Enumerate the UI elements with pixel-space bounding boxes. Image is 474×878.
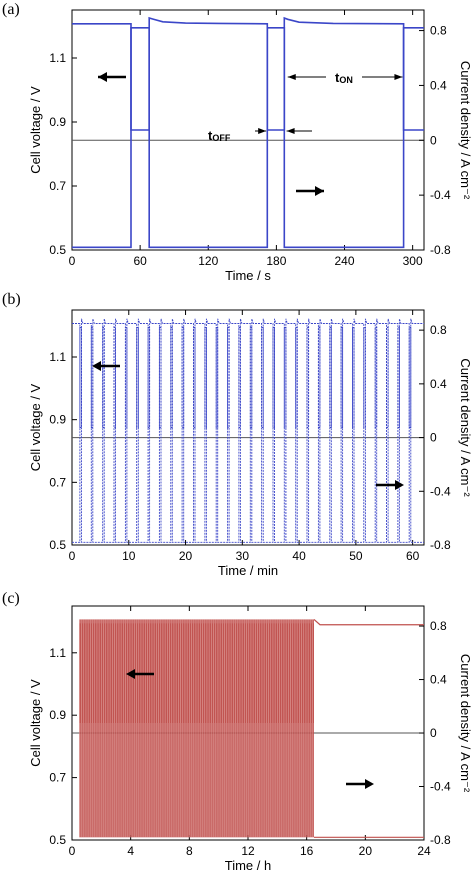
x-tick-label: 12: [241, 844, 255, 858]
panel-label: (c): [2, 590, 20, 607]
panel-c: (c) 0 4 8 12 16 20 24 0.5 0.7 0.9 1.1 -0.8 -0.4 0 0.4 0.…: [2, 590, 473, 873]
y-tick-label-right: 0.8: [430, 323, 447, 337]
y-tick-label-right: -0.4: [430, 780, 451, 794]
y-tick-label-left: 0.5: [49, 833, 66, 847]
y-tick-label-left: 1.1: [49, 646, 66, 660]
voltage-series: [72, 16, 424, 131]
x-tick-label: 60: [133, 254, 147, 268]
plot-frame: [71, 309, 425, 546]
x-tick-label: 0: [69, 549, 76, 563]
toff-main: t: [208, 128, 213, 143]
x-tick-label: 24: [417, 844, 431, 858]
toff-sub: OFF: [212, 133, 230, 143]
y-axis-title-left: Cell voltage / V: [28, 679, 43, 767]
y-tick-label-right: 0.4: [430, 78, 447, 92]
y-tick-label-left: 0.5: [49, 538, 66, 552]
y-tick-label-right: 0: [430, 133, 437, 147]
y-axis-title-left: Cell voltage / V: [28, 383, 43, 471]
y-tick-label-right: 0: [430, 431, 437, 445]
voltage-steady-line: [313, 618, 424, 626]
panel-a: (a) 0 60 120 180 240 300 0.5 0.7 0.9 1.1 -0.8 -0.4 0 0…: [2, 1, 473, 283]
x-tick-label: 120: [198, 254, 218, 268]
x-tick-label: 4: [127, 844, 134, 858]
y-tick-label-left: 0.9: [49, 115, 66, 129]
x-tick-label: 40: [292, 549, 306, 563]
y-tick-label-right: 0.8: [430, 24, 447, 38]
toff-label: tOFF: [208, 128, 231, 143]
x-tick-label: 50: [349, 549, 363, 563]
x-tick-label: 16: [300, 844, 314, 858]
current-series: [72, 327, 424, 543]
voltage-axis-arrow-head: [92, 361, 101, 371]
y-axis-title-left: Cell voltage / V: [28, 86, 43, 174]
x-axis-title: Time / min: [218, 563, 278, 578]
ton-sub: ON: [339, 75, 353, 85]
x-axis-title: Time / h: [225, 858, 271, 873]
x-tick-label: 180: [266, 254, 286, 268]
x-tick-label: 0: [69, 844, 76, 858]
y-tick-label-right: 0.8: [430, 619, 447, 633]
x-axis-title: Time / s: [225, 268, 271, 283]
panel-label: (a): [2, 1, 20, 18]
x-tick-label: 8: [186, 844, 193, 858]
y-tick-label-right: 0.4: [430, 377, 447, 391]
y-tick-label-right: -0.4: [430, 484, 451, 498]
y-tick-label-left: 0.7: [49, 179, 66, 193]
y-tick-label-right: -0.8: [430, 243, 451, 257]
y-tick-label-right: -0.8: [430, 833, 451, 847]
current-series: [72, 26, 424, 249]
y-tick-label-left: 1.1: [49, 51, 66, 65]
y-axis-title-right: Current density / A cm⁻²: [458, 358, 473, 497]
ton-arrowhead-right: [394, 74, 403, 80]
x-tick-label: 300: [403, 254, 423, 268]
y-axis-title-right: Current density / A cm⁻²: [458, 654, 473, 793]
panel-b: (b) 0 10 20 30 40 50 60 0.5 0.7 0.9 1.1 -0.8 -0.4 0 0.4…: [2, 291, 473, 578]
x-tick-label: 0: [69, 254, 76, 268]
plot-frame: [71, 9, 425, 251]
y-tick-label-left: 0.7: [49, 771, 66, 785]
y-tick-label-left: 0.5: [49, 243, 66, 257]
toff-arrowhead-left: [258, 128, 267, 134]
x-tick-label: 240: [335, 254, 355, 268]
toff-arrowhead-right: [286, 128, 295, 134]
y-tick-label-left: 0.7: [49, 475, 66, 489]
y-tick-label-left: 1.1: [49, 350, 66, 364]
x-tick-label: 30: [236, 549, 250, 563]
ton-label: tON: [335, 70, 353, 85]
x-tick-label: 20: [179, 549, 193, 563]
y-tick-label-right: 0: [430, 726, 437, 740]
y-tick-label-right: -0.8: [430, 538, 451, 552]
current-axis-arrow-head: [365, 779, 374, 789]
voltage-axis-arrow-head: [126, 669, 135, 679]
current-axis-arrow-head: [315, 186, 324, 196]
voltage-axis-arrow-head: [98, 72, 107, 82]
y-tick-label-left: 0.9: [49, 413, 66, 427]
x-tick-label: 60: [406, 549, 420, 563]
ton-main: t: [335, 70, 340, 85]
y-tick-label-right: -0.4: [430, 188, 451, 202]
current-axis-arrow-head: [395, 480, 404, 490]
y-tick-label-right: 0.4: [430, 673, 447, 687]
x-tick-label: 20: [359, 844, 373, 858]
y-axis-title-right: Current density / A cm⁻²: [458, 61, 473, 200]
panel-label: (b): [2, 291, 21, 308]
voltage-series: [72, 318, 424, 428]
ton-arrowhead-left: [287, 74, 296, 80]
x-tick-label: 10: [122, 549, 136, 563]
y-tick-label-left: 0.9: [49, 708, 66, 722]
